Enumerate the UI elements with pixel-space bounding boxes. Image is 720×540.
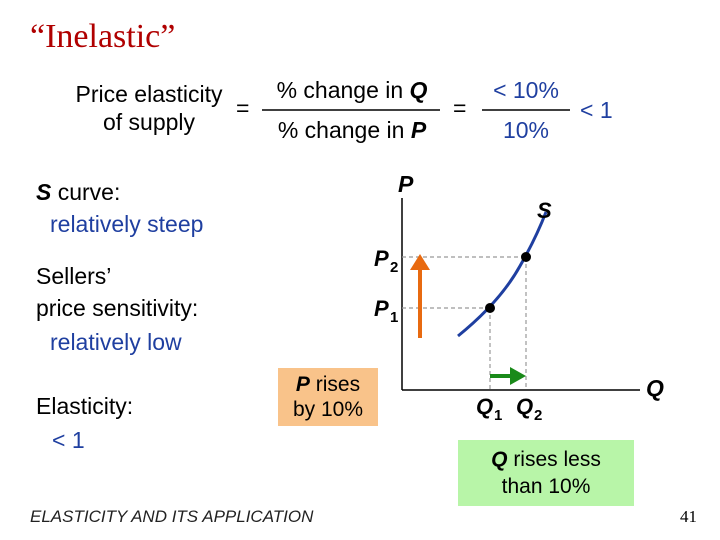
formula-equals-2: = bbox=[453, 95, 467, 121]
s-curve-var: S bbox=[36, 179, 52, 205]
s-curve-desc: relatively steep bbox=[50, 211, 204, 237]
formula-lhs-line1: Price elasticity bbox=[75, 81, 223, 107]
formula-lhs: Price elasticity of supply bbox=[64, 80, 234, 136]
p1-label: P bbox=[374, 296, 389, 321]
supply-curve bbox=[457, 211, 548, 338]
formula-den-var: P bbox=[410, 117, 427, 143]
formula-den-prefix: % change in bbox=[277, 117, 411, 143]
s-curve-heading: S curve: bbox=[36, 178, 120, 206]
p2-sub: 2 bbox=[390, 259, 398, 276]
y-axis-label: P bbox=[398, 171, 414, 197]
quantity-box-line1: rises less bbox=[507, 448, 601, 471]
price-rise-box: P rises by 10% bbox=[278, 368, 378, 426]
p1-sub: 1 bbox=[390, 309, 398, 326]
p2-label: P bbox=[374, 246, 389, 271]
price-box-line1: rises bbox=[309, 373, 361, 396]
formula-lhs-line2: of supply bbox=[102, 109, 196, 135]
q1-label: Q bbox=[476, 394, 493, 419]
formula-num-prefix: % change in bbox=[276, 77, 410, 103]
quantity-rise-box: Q rises less than 10% bbox=[458, 440, 634, 506]
formula-numerator: % change in Q bbox=[262, 76, 442, 104]
s-curve-text: curve: bbox=[51, 179, 121, 205]
curve-label: S bbox=[537, 198, 552, 223]
elasticity-value: < 1 bbox=[52, 427, 85, 453]
formula-equals: = bbox=[236, 95, 250, 121]
formula-den2: 10% bbox=[502, 117, 550, 143]
point-q2-p2 bbox=[521, 252, 531, 262]
formula-denominator: % change in P bbox=[262, 116, 442, 144]
sensitivity-desc: relatively low bbox=[50, 329, 182, 355]
price-box-line2: by 10% bbox=[292, 398, 364, 421]
price-box-var: P bbox=[295, 373, 310, 396]
slide-title: “Inelastic” bbox=[30, 18, 176, 55]
q1-sub: 1 bbox=[494, 407, 502, 424]
sensitivity-line1: Sellers’ bbox=[36, 263, 112, 289]
page-number: 41 bbox=[680, 507, 697, 526]
formula-result: < 1 bbox=[580, 97, 613, 123]
quantity-arrow-head bbox=[510, 367, 526, 385]
sensitivity-line2: price sensitivity: bbox=[36, 295, 199, 321]
elasticity-label: Elasticity: bbox=[36, 393, 134, 419]
price-arrow-head bbox=[410, 254, 430, 270]
point-q1-p1 bbox=[485, 303, 495, 313]
formula-num-var: Q bbox=[409, 77, 428, 103]
q2-sub: 2 bbox=[534, 407, 542, 424]
footer-text: ELASTICITY AND ITS APPLICATION bbox=[30, 507, 314, 526]
x-axis-label: Q bbox=[646, 375, 664, 401]
quantity-box-var: Q bbox=[491, 448, 508, 471]
quantity-box-line2: than 10% bbox=[501, 475, 591, 498]
q2-label: Q bbox=[516, 394, 533, 419]
formula-num2: < 10% bbox=[493, 77, 559, 103]
